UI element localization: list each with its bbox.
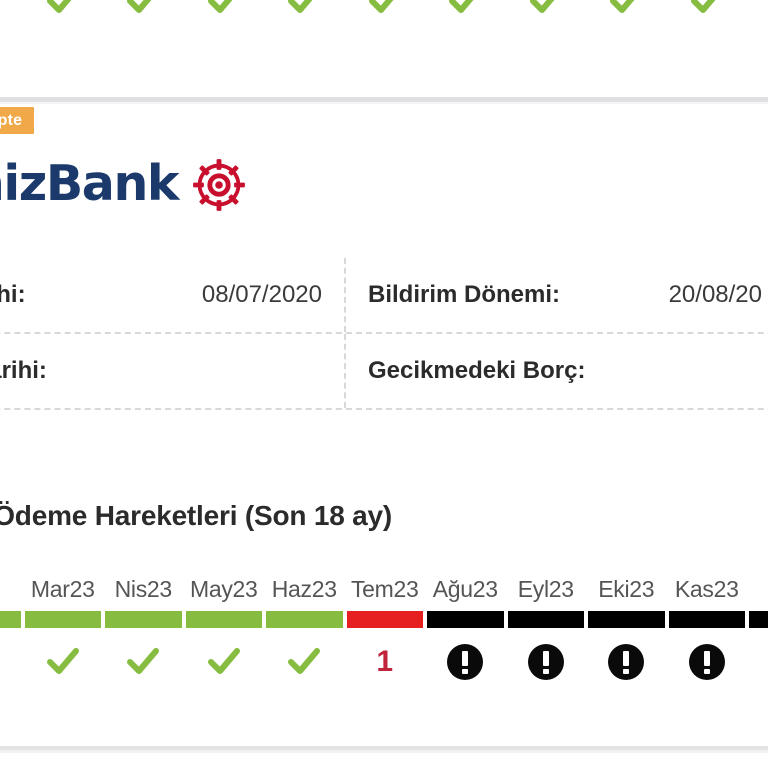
- timeline-status-bar: [345, 606, 426, 628]
- record-divider-soft: [0, 102, 768, 104]
- status-bar-default: [427, 611, 504, 628]
- exclamation-icon: [506, 628, 587, 696]
- timeline-status-bar: [667, 606, 748, 628]
- status-bar-default: [507, 611, 584, 628]
- timeline-month-label: Mar23: [30, 575, 95, 602]
- info-row: ş Tarihi: 08/07/2020 Bildirim Dönemi: 20…: [0, 258, 768, 334]
- timeline-status-bar: [264, 606, 345, 628]
- timeline-status-bar: [586, 606, 667, 628]
- bank-logo: enizBank: [0, 152, 246, 214]
- timeline-status-bar: [0, 606, 23, 628]
- status-bar-late: [346, 611, 423, 628]
- info-label: Gecikmedeki Borç:: [368, 357, 586, 384]
- info-cell-notification-period: Bildirim Dönemi: 20/08/20: [368, 258, 768, 332]
- status-bar-ok: [266, 611, 343, 628]
- status-bar-ok: [105, 611, 182, 628]
- info-row: nış Tarihi: Gecikmedeki Borç:: [0, 334, 768, 410]
- status-badge: Takipte: [0, 107, 35, 134]
- exclamation-icon: [667, 628, 748, 696]
- check-icon: [23, 628, 104, 696]
- previous-record-remnant: [0, 0, 768, 48]
- timeline-status-bar: [747, 606, 768, 628]
- exclamation-icon: [425, 628, 506, 696]
- payment-history-title: miş Ödeme Hareketleri (Son 18 ay): [0, 500, 393, 531]
- check-icon: [345, 0, 426, 32]
- check-icon: [264, 0, 345, 32]
- timeline-status-bar: [184, 606, 265, 628]
- timeline-status-bar: [103, 606, 184, 628]
- timeline-month-label: Haz23: [271, 575, 337, 602]
- check-icon: [103, 0, 184, 32]
- timeline-month-label: A: [747, 572, 768, 606]
- timeline-bar-row: [0, 606, 768, 628]
- late-months-count: 1: [345, 628, 426, 696]
- info-cell-open-date: ş Tarihi: 08/07/2020: [0, 258, 346, 332]
- late-count-value: 1: [376, 645, 394, 678]
- timeline-month-label: May23: [189, 575, 258, 602]
- status-bar-default: [668, 611, 745, 628]
- info-label: Bildirim Dönemi:: [368, 281, 561, 308]
- timeline-month-label: Ağu23: [432, 575, 498, 602]
- check-icon: [184, 628, 265, 696]
- check-icon: [0, 628, 23, 696]
- timeline-month-label: Eyl23: [517, 575, 574, 602]
- ship-wheel-icon: [192, 158, 246, 212]
- timeline-icon-row: 1: [0, 628, 768, 696]
- info-cell-overdue-debt: Gecikmedeki Borç:: [368, 334, 768, 408]
- record-divider: [0, 97, 768, 102]
- exclamation-icon: [747, 628, 768, 696]
- bottom-divider-soft: [0, 750, 768, 753]
- info-value: 20/08/20: [668, 281, 762, 308]
- timeline-status-bar: [23, 606, 104, 628]
- timeline-month-row: 23 Mar23 Nis23 May23 Haz23 Tem23 Ağu23 Eyl23 Eki…: [0, 572, 768, 606]
- timeline-month-label: Nis23: [114, 575, 173, 602]
- timeline-month-label: Eki23: [598, 575, 655, 602]
- exclamation-icon: [586, 628, 667, 696]
- account-info-grid: ş Tarihi: 08/07/2020 Bildirim Dönemi: 20…: [0, 258, 768, 410]
- payment-history-timeline: 23 Mar23 Nis23 May23 Haz23 Tem23 Ağu23 Eyl23 Eki…: [0, 572, 768, 696]
- check-icon: [425, 0, 506, 32]
- info-cell-close-date: nış Tarihi:: [0, 334, 346, 408]
- timeline-month-label: Kas23: [674, 575, 739, 602]
- status-bar-default: [588, 611, 665, 628]
- check-icon: [506, 0, 587, 32]
- status-bar-ok: [24, 611, 101, 628]
- info-value: 08/07/2020: [201, 281, 322, 308]
- check-icon: [264, 628, 345, 696]
- status-bar-default: [749, 611, 768, 628]
- status-bar-ok: [0, 611, 21, 628]
- check-icon: [586, 0, 667, 32]
- status-bar-ok: [185, 611, 262, 628]
- timeline-status-bar: [425, 606, 506, 628]
- info-label: nış Tarihi:: [0, 357, 47, 384]
- check-icon: [23, 0, 104, 32]
- bottom-divider: [0, 746, 768, 750]
- check-icon: [184, 0, 265, 32]
- timeline-month-label: Tem23: [350, 575, 419, 602]
- timeline-status-bar: [506, 606, 587, 628]
- info-label: ş Tarihi:: [0, 281, 26, 308]
- timeline-month-label: 23: [0, 572, 23, 606]
- check-icon: [667, 0, 748, 32]
- check-icon: [103, 628, 184, 696]
- bank-wordmark: enizBank: [0, 154, 180, 212]
- check-icon: [0, 0, 23, 32]
